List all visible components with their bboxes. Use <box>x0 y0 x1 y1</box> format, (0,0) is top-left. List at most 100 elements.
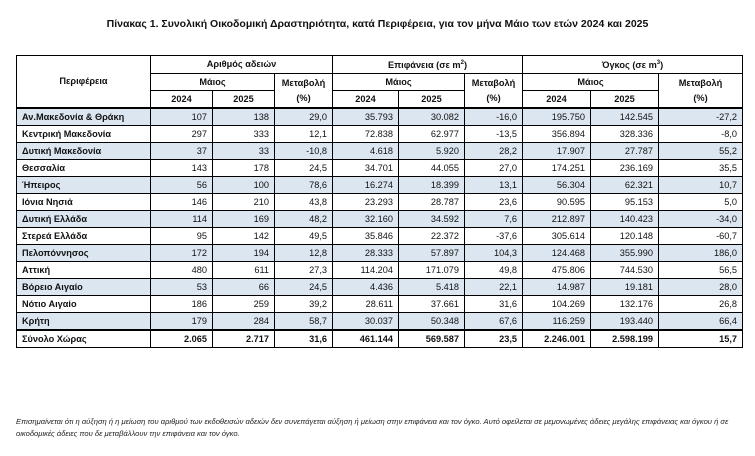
header-year-2024: 2024 <box>522 90 592 109</box>
cell-p24: 95 <box>150 227 213 246</box>
table-row: Στερεά Ελλάδα 95 142 49,5 35.846 22.372 -37,6 3… <box>16 227 744 246</box>
cell-sch: 27,0 <box>464 159 524 178</box>
cell-p25: 100 <box>212 176 275 195</box>
table-row: Ήπειρος 56 100 78,6 16.274 18.399 13,1 56.304 62… <box>16 176 744 195</box>
cell-pch: 12,8 <box>273 244 334 263</box>
cell-vch: -60,7 <box>658 227 744 246</box>
cell-s24: 72.838 <box>332 125 400 144</box>
cell-v25: 120.148 <box>590 227 660 246</box>
table-row: Κρήτη 179 284 58,7 30.037 50.348 67,6 116.259 19… <box>16 312 744 331</box>
table-row: Αττική 480 611 27,3 114.204 171.079 49,8 475.80… <box>16 261 744 280</box>
cell-p25: 333 <box>212 125 275 144</box>
cell-sch: 49,8 <box>464 261 524 280</box>
cell-s24: 4.436 <box>332 278 400 297</box>
header-region: Περιφέρεια <box>16 55 151 109</box>
cell-vch: -27,2 <box>658 107 744 127</box>
region-name: Αττική <box>16 261 151 280</box>
cell-v24: 212.897 <box>522 210 592 229</box>
cell-v25: 355.990 <box>590 244 660 263</box>
cell-vch: -34,0 <box>658 210 744 229</box>
cell-sch: 31,6 <box>464 295 524 314</box>
cell-s25: 30.082 <box>398 107 466 127</box>
region-name: Ιόνια Νησιά <box>16 193 151 212</box>
cell-p24: 297 <box>150 125 213 144</box>
header-change-permits: Μεταβολή (%) <box>273 73 334 109</box>
total-v25: 2.598.199 <box>590 329 660 349</box>
cell-sch: 7,6 <box>464 210 524 229</box>
cell-v24: 124.468 <box>522 244 592 263</box>
header-surface: Επιφάνεια (σε m2) <box>332 54 524 75</box>
cell-s25: 28.787 <box>398 193 466 212</box>
cell-v24: 356.894 <box>522 125 592 144</box>
header-year-2025: 2025 <box>212 90 275 109</box>
cell-pch: 43,8 <box>273 193 334 212</box>
cell-v25: 236.169 <box>590 159 660 178</box>
cell-p25: 142 <box>212 227 275 246</box>
cell-s24: 32.160 <box>332 210 400 229</box>
cell-v25: 132.176 <box>590 295 660 314</box>
total-pch: 31,6 <box>273 329 334 349</box>
cell-pch: 24,5 <box>273 159 334 178</box>
cell-p24: 186 <box>150 295 213 314</box>
cell-p25: 66 <box>212 278 275 297</box>
region-name: Θεσσαλία <box>16 159 151 178</box>
cell-p24: 53 <box>150 278 213 297</box>
region-name: Κρήτη <box>16 312 151 331</box>
cell-s25: 171.079 <box>398 261 466 280</box>
cell-s25: 34.592 <box>398 210 466 229</box>
cell-p25: 33 <box>212 142 275 161</box>
cell-s24: 28.333 <box>332 244 400 263</box>
cell-pch: 58,7 <box>273 312 334 331</box>
cell-p25: 210 <box>212 193 275 212</box>
cell-sch: -13,5 <box>464 125 524 144</box>
cell-p24: 107 <box>150 107 213 127</box>
cell-vch: 5,0 <box>658 193 744 212</box>
cell-v24: 56.304 <box>522 176 592 195</box>
header-volume: Όγκος (σε m3) <box>522 54 744 75</box>
header-month-surface: Μάιος <box>332 73 466 92</box>
cell-sch: -16,0 <box>464 107 524 127</box>
region-name: Κεντρική Μακεδονία <box>16 125 151 144</box>
cell-v25: 62.321 <box>590 176 660 195</box>
cell-v24: 17.907 <box>522 142 592 161</box>
table-row: Κεντρική Μακεδονία 297 333 12,1 72.838 62.977… <box>16 125 744 144</box>
cell-vch: 28,0 <box>658 278 744 297</box>
region-name: Βόρειο Αιγαίο <box>16 278 151 297</box>
total-p24: 2.065 <box>150 329 213 349</box>
cell-p24: 480 <box>150 261 213 280</box>
cell-p24: 114 <box>150 210 213 229</box>
region-name: Νότιο Αιγαίο <box>16 295 151 314</box>
cell-p25: 259 <box>212 295 275 314</box>
region-name: Πελοπόννησος <box>16 244 151 263</box>
cell-p25: 194 <box>212 244 275 263</box>
table-row: Πελοπόννησος 172 194 12,8 28.333 57.897 104,3 1… <box>16 244 744 263</box>
cell-s24: 23.293 <box>332 193 400 212</box>
cell-p25: 138 <box>212 107 275 127</box>
cell-pch: 24,5 <box>273 278 334 297</box>
cell-v25: 328.336 <box>590 125 660 144</box>
cell-pch: 27,3 <box>273 261 334 280</box>
cell-sch: 23,6 <box>464 193 524 212</box>
total-label: Σύνολο Χώρας <box>16 329 151 349</box>
cell-v24: 305.614 <box>522 227 592 246</box>
header-year-2024: 2024 <box>332 90 400 109</box>
header-year-2024: 2024 <box>150 90 213 109</box>
cell-v24: 116.259 <box>522 312 592 331</box>
cell-s24: 28.611 <box>332 295 400 314</box>
cell-p25: 169 <box>212 210 275 229</box>
cell-v24: 475.806 <box>522 261 592 280</box>
header-year-2025: 2025 <box>398 90 466 109</box>
cell-s25: 5.418 <box>398 278 466 297</box>
table-row: Νότιο Αιγαίο 186 259 39,2 28.611 37.661 31,6 10… <box>16 295 744 314</box>
cell-sch: 28,2 <box>464 142 524 161</box>
cell-pch: 49,5 <box>273 227 334 246</box>
cell-s24: 114.204 <box>332 261 400 280</box>
cell-sch: 104,3 <box>464 244 524 263</box>
table-row: Ιόνια Νησιά 146 210 43,8 23.293 28.787 23,6 90.… <box>16 193 744 212</box>
cell-v25: 744.530 <box>590 261 660 280</box>
header-change-surface: Μεταβολή (%) <box>464 73 524 109</box>
cell-sch: 13,1 <box>464 176 524 195</box>
region-name: Δυτική Ελλάδα <box>16 210 151 229</box>
cell-s24: 35.846 <box>332 227 400 246</box>
